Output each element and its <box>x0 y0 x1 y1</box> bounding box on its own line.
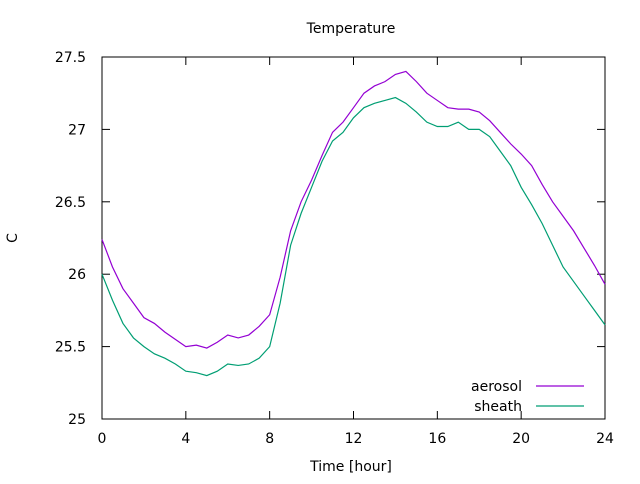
y-axis-label: C <box>5 233 21 243</box>
x-tick-label: 0 <box>98 431 107 447</box>
series-line-aerosol <box>101 70 606 349</box>
x-tick-label: 4 <box>181 431 190 447</box>
y-tick-label: 26 <box>68 267 86 283</box>
legend: aerosol sheath <box>471 379 584 415</box>
x-tick-label: 20 <box>512 431 530 447</box>
y-tick-label: 27 <box>68 122 86 138</box>
y-axis: 25 25.5 26 26.5 27 27.5 <box>55 50 605 428</box>
plot-border <box>101 56 606 420</box>
y-tick-label: 27.5 <box>55 50 86 66</box>
x-tick-label: 16 <box>428 431 446 447</box>
legend-label: aerosol <box>471 379 522 395</box>
chart-title: Temperature <box>306 21 396 37</box>
x-tick-label: 12 <box>345 431 363 447</box>
y-tick-label: 25.5 <box>55 340 86 356</box>
legend-label: sheath <box>474 399 522 415</box>
x-tick-label: 24 <box>596 431 614 447</box>
x-axis-label: Time [hour] <box>309 459 392 475</box>
y-tick-label: 25 <box>68 412 86 428</box>
y-tick-label: 26.5 <box>55 195 86 211</box>
x-tick-label: 8 <box>265 431 274 447</box>
series-line-sheath <box>101 96 606 377</box>
x-axis: 0 4 8 12 16 20 24 <box>98 57 614 447</box>
series-lines <box>101 70 606 377</box>
